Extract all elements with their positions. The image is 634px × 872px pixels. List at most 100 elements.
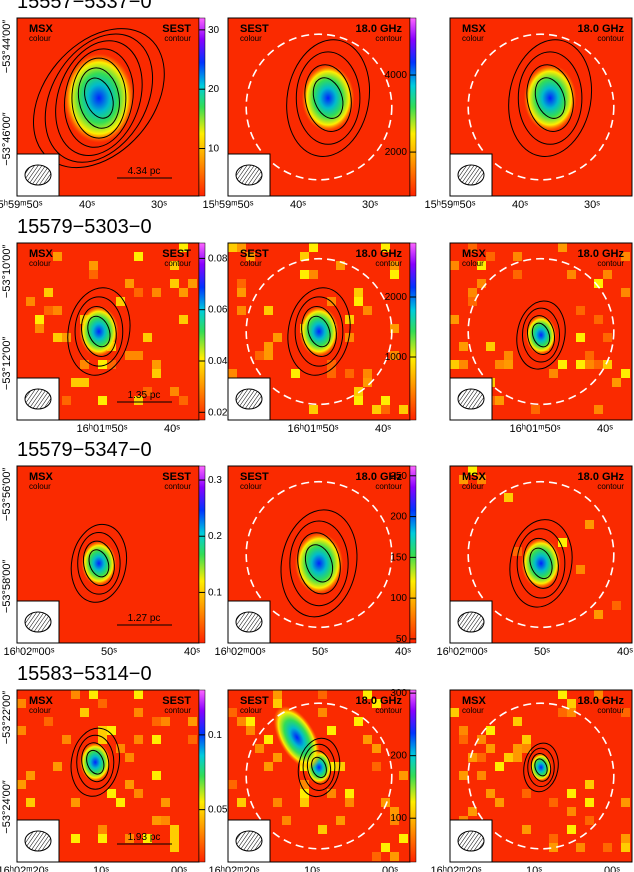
noise-pixel: [53, 252, 62, 261]
noise-pixel: [363, 735, 372, 744]
noise-pixel: [522, 744, 531, 753]
noise-pixel: [504, 360, 513, 369]
contour-note: contour: [597, 482, 624, 491]
noise-pixel: [381, 843, 390, 852]
noise-pixel: [26, 297, 35, 306]
contour-note: contour: [597, 34, 624, 43]
noise-pixel: [152, 360, 161, 369]
contour-label: 18.0 GHz: [578, 471, 625, 483]
noise-pixel: [558, 243, 567, 252]
ra-label: 10ˢ: [93, 865, 109, 872]
ra-label: 30ˢ: [151, 199, 167, 211]
noise-pixel: [161, 717, 170, 726]
colorbar-label: 4000: [385, 70, 408, 81]
colorbar-label: 0.2: [208, 531, 222, 542]
noise-pixel: [522, 735, 531, 744]
colour-label: SEST: [240, 248, 269, 260]
contour: [527, 747, 555, 788]
noise-pixel: [477, 753, 486, 762]
noise-pixel: [44, 717, 53, 726]
scale-label: 4.34 pc: [128, 166, 161, 177]
colour-label: MSX: [29, 471, 54, 483]
emission: [273, 705, 321, 770]
beam: [457, 611, 485, 633]
noise-pixel: [459, 360, 468, 369]
noise-pixel: [44, 306, 53, 315]
contour-note: contour: [375, 34, 402, 43]
noise-pixel: [612, 601, 621, 610]
noise-pixel: [372, 852, 381, 861]
noise-pixel: [62, 735, 71, 744]
emission: [294, 532, 344, 595]
contour: [280, 509, 358, 618]
contour-label: 18.0 GHz: [578, 23, 625, 35]
colorbar-label: 0.08: [208, 253, 228, 264]
noise-pixel: [459, 771, 468, 780]
ra-label: 40ˢ: [79, 199, 95, 211]
noise-pixel: [594, 405, 603, 414]
ra-label: 40ˢ: [395, 646, 411, 658]
contour-label: SEST: [162, 23, 191, 35]
contour: [523, 537, 559, 589]
noise-pixel: [188, 279, 197, 288]
noise-pixel: [372, 699, 381, 708]
noise-pixel: [228, 243, 237, 252]
noise-pixel: [246, 252, 255, 261]
noise-pixel: [603, 360, 612, 369]
contour: [82, 540, 115, 587]
colour-label: SEST: [240, 23, 269, 35]
noise-pixel: [71, 834, 80, 843]
colorbar-label: 10: [208, 144, 220, 155]
noise-pixel: [125, 753, 134, 762]
noise-pixel: [450, 315, 459, 324]
ra-label: 16ʰ02ᵐ20ˢ: [431, 865, 482, 872]
noise-pixel: [549, 843, 558, 852]
noise-pixel: [549, 798, 558, 807]
contour-label: SEST: [162, 471, 191, 483]
noise-pixel: [89, 690, 98, 699]
noise-pixel: [567, 699, 576, 708]
beam: [235, 388, 263, 410]
noise-pixel: [558, 360, 567, 369]
ra-label: 16ʰ02ᵐ00ˢ: [215, 646, 266, 658]
ra-label: 50ˢ: [534, 646, 550, 658]
noise-pixel: [327, 789, 336, 798]
noise-pixel: [381, 405, 390, 414]
noise-pixel: [495, 360, 504, 369]
contour: [526, 315, 556, 355]
contour: [526, 64, 574, 132]
noise-pixel: [273, 798, 282, 807]
source-title: 15579−5303−0: [17, 216, 152, 238]
beam: [457, 164, 485, 186]
colorbar-label: 0.04: [208, 356, 228, 367]
noise-pixel: [237, 798, 246, 807]
row: 15579−5303−0−53°10′00″−53°12′00″MSXcolou…: [1, 216, 633, 435]
noise-pixel: [612, 378, 621, 387]
contour: [67, 287, 131, 376]
noise-pixel: [152, 717, 161, 726]
dec-label: −53°12′00″: [1, 337, 13, 391]
colorbar-label: 250: [390, 471, 407, 482]
noise-pixel: [477, 771, 486, 780]
noise-pixel: [549, 369, 558, 378]
noise-pixel: [179, 288, 188, 297]
contour: [55, 40, 143, 156]
beam: [24, 830, 52, 852]
contour: [509, 519, 573, 608]
noise-pixel: [26, 771, 35, 780]
contour-note: contour: [375, 482, 402, 491]
contour: [294, 296, 344, 367]
noise-pixel: [282, 816, 291, 825]
noise-pixel: [300, 789, 309, 798]
ra-label: 15ʰ59ᵐ50ˢ: [203, 199, 254, 211]
noise-pixel: [585, 520, 594, 529]
noise-pixel: [486, 744, 495, 753]
colorbar: [409, 689, 417, 863]
panel-frame: [449, 465, 633, 644]
noise-pixel: [585, 780, 594, 789]
noise-pixel: [459, 726, 468, 735]
beam: [24, 388, 52, 410]
